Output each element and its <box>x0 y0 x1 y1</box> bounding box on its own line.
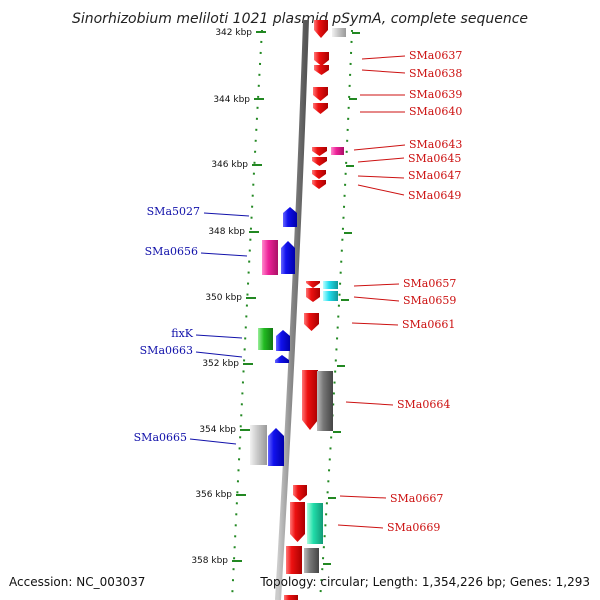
accession-text: Accession: NC_003037 <box>9 575 145 589</box>
gene-feature[interactable] <box>306 281 320 288</box>
gene-label[interactable]: SMa0663 <box>140 344 193 357</box>
gene-label[interactable]: SMa5027 <box>147 205 200 218</box>
gene-feature[interactable] <box>304 548 319 573</box>
label-leader <box>339 495 387 499</box>
gene-feature[interactable] <box>290 502 305 542</box>
label-leader <box>351 322 399 326</box>
gene-feature[interactable] <box>314 52 329 66</box>
gene-feature[interactable] <box>312 170 326 179</box>
gene-label[interactable]: SMa0657 <box>403 277 456 290</box>
kbp-ticks: 342 kbp 344 kbp 346 kbp 348 kbp 350 kbp … <box>191 28 360 566</box>
tick-label: 358 kbp <box>191 556 228 566</box>
label-leader <box>353 144 406 151</box>
gene-label[interactable]: SMa0640 <box>409 105 462 118</box>
gene-label[interactable]: SMa0659 <box>403 294 456 307</box>
gene-feature[interactable] <box>268 428 284 466</box>
gene-feature[interactable] <box>312 157 327 166</box>
tick-label: 350 kbp <box>205 293 242 303</box>
gene-feature[interactable] <box>286 546 302 574</box>
label-leader <box>353 283 400 287</box>
label-leader <box>200 252 248 257</box>
label-leader <box>357 184 405 196</box>
gene-feature[interactable] <box>312 180 326 189</box>
gene-feature[interactable] <box>312 147 327 156</box>
tick-label: 356 kbp <box>195 490 232 500</box>
tick-label: 354 kbp <box>199 425 236 435</box>
gene-feature[interactable] <box>262 240 278 275</box>
label-leader <box>195 351 243 358</box>
gene-feature[interactable] <box>284 595 298 600</box>
gene-label[interactable]: SMa0638 <box>409 67 462 80</box>
gene-label[interactable]: SMa0645 <box>408 152 461 165</box>
label-leader <box>353 296 400 302</box>
label-leader <box>189 438 237 445</box>
tick-label: 348 kbp <box>208 227 245 237</box>
gene-feature[interactable] <box>314 20 328 38</box>
tick-label: 352 kbp <box>202 359 239 369</box>
label-leader <box>337 524 384 529</box>
label-leader <box>357 157 405 163</box>
gene-label[interactable]: fixK <box>171 327 194 340</box>
gene-label[interactable]: SMa0637 <box>409 49 462 62</box>
forward-strand-genes <box>250 207 297 466</box>
label-leader <box>195 334 243 339</box>
gene-label[interactable]: SMa0661 <box>402 318 455 331</box>
gene-feature[interactable] <box>332 28 346 37</box>
topology-text: Topology: circular; Length: 1,354,226 bp… <box>259 575 590 589</box>
tick-label: 344 kbp <box>213 95 250 105</box>
gene-feature[interactable] <box>307 503 323 544</box>
tick-label: 346 kbp <box>211 160 248 170</box>
gene-label[interactable]: SMa0647 <box>408 169 461 182</box>
map-title: Sinorhizobium meliloti 1021 plasmid pSym… <box>72 11 528 27</box>
sequence-backbone <box>275 19 309 600</box>
gene-feature[interactable] <box>302 370 318 430</box>
label-leader <box>361 55 406 60</box>
tick-label: 342 kbp <box>215 28 252 38</box>
gene-feature[interactable] <box>306 288 320 302</box>
gene-feature[interactable] <box>323 281 338 289</box>
gene-label[interactable]: SMa0639 <box>409 88 462 101</box>
gene-label[interactable]: SMa0664 <box>397 398 450 411</box>
gene-feature[interactable] <box>258 328 273 350</box>
gene-feature[interactable] <box>323 291 338 301</box>
gene-feature[interactable] <box>313 103 328 114</box>
gene-feature[interactable] <box>304 313 319 331</box>
gene-label[interactable]: SMa0656 <box>145 245 198 258</box>
label-leader <box>361 69 406 74</box>
gene-feature[interactable] <box>281 241 295 274</box>
gene-feature[interactable] <box>250 425 267 465</box>
gene-label[interactable]: SMa0669 <box>387 521 440 534</box>
gene-feature[interactable] <box>313 87 328 101</box>
label-leader <box>345 401 394 406</box>
gene-label[interactable]: SMa0665 <box>134 431 187 444</box>
label-leader <box>203 212 250 217</box>
gene-feature[interactable] <box>314 65 329 75</box>
gene-feature[interactable] <box>317 371 333 431</box>
gene-feature[interactable] <box>331 147 344 155</box>
gene-label[interactable]: SMa0643 <box>409 138 462 151</box>
gene-feature[interactable] <box>275 355 289 363</box>
gene-label[interactable]: SMa0649 <box>408 189 461 202</box>
right-gene-labels: SMa0637 SMa0638 SMa0639 SMa0640 SMa0643 … <box>337 49 462 534</box>
label-leader <box>357 175 405 179</box>
gene-feature[interactable] <box>276 330 290 351</box>
gene-feature[interactable] <box>293 485 307 501</box>
reverse-strand-genes <box>284 20 346 600</box>
gene-feature[interactable] <box>283 207 297 227</box>
left-gene-labels: SMa5027 SMa0656 fixK SMa0663 SMa0665 <box>134 205 250 445</box>
gene-label[interactable]: SMa0667 <box>390 492 443 505</box>
